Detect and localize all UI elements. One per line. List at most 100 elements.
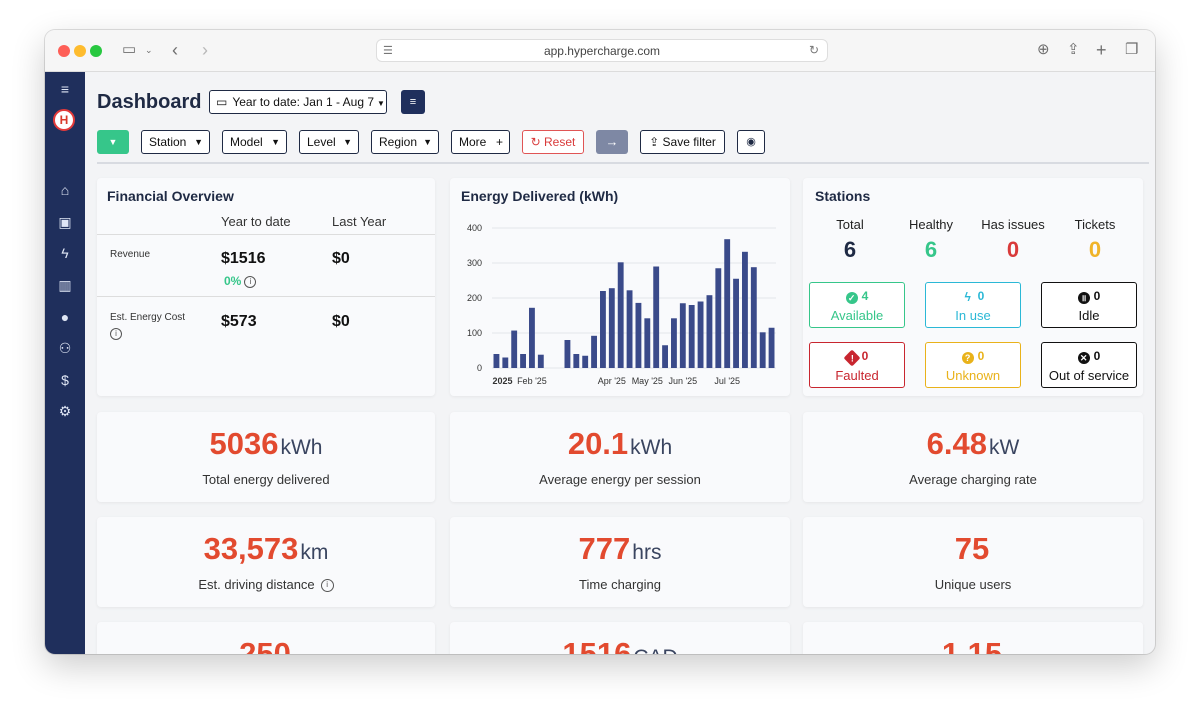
view-toggle-button[interactable]: ◉ [737,130,765,154]
model-filter[interactable]: Model ▼ [222,130,287,154]
chevron-down-icon: ▼ [194,137,203,147]
region-filter-label: Region [379,135,418,149]
stations-card: Stations Total Healthy Has issues Ticket… [803,178,1143,396]
status-out-of-service[interactable]: ✕ 0 Out of service [1041,342,1137,388]
upload-icon: ⇪ [649,135,660,149]
home-icon[interactable]: ⌂ [60,182,70,198]
kpi-card-row3-3: 1.15 [803,622,1143,654]
more-filters-label: More [459,135,487,149]
warning-icon: ! [843,349,861,367]
y-tick-label: 300 [467,258,482,268]
station-filter[interactable]: Station ▼ [141,130,210,154]
kpi-card-time-charging: 777hrs Time charging [450,517,790,607]
kpi-card-avg-rate: 6.48kW Average charging rate [803,412,1143,502]
info-icon[interactable]: i [320,579,334,593]
kpi-unit: kWh [630,436,673,459]
x-tick-label: May '25 [632,376,663,386]
bar [706,295,713,368]
address-bar[interactable]: ☰ app.hypercharge.com ↻ [376,39,828,62]
filter-toggle-button[interactable]: ≡ [401,90,425,114]
url-text: app.hypercharge.com [543,44,661,58]
kpi-label: Total energy delivered [202,472,330,487]
model-filter-label: Model [230,135,263,149]
new-tab-icon[interactable]: + [1096,40,1107,60]
chevron-down-icon[interactable]: ⌄ [145,45,153,55]
fuel-pump-icon[interactable]: ▣ [58,214,72,230]
maximize-window-button[interactable] [90,45,102,57]
minimize-window-button[interactable] [74,45,86,57]
back-icon[interactable]: ‹ [172,40,178,60]
reset-button[interactable]: ↻ Reset [522,130,584,154]
energy-chart-card: Energy Delivered (kWh) 0 100 200 300 400 2025… [450,178,790,396]
x-tick-label: Jul '25 [714,376,740,386]
main-content: Dashboard ▭ Year to date: Jan 1 - Aug 7 ▼ … [85,72,1155,654]
tabs-overview-icon[interactable]: ❐ [1125,41,1139,58]
download-icon[interactable]: ⊕ [1037,41,1050,58]
info-icon[interactable]: i [110,328,122,340]
status-idle[interactable]: ॥ 0 Idle [1041,282,1137,328]
status-available[interactable]: ✓ 4 Available [809,282,905,328]
bar [582,355,589,368]
close-window-button[interactable] [58,45,70,57]
page-settings-icon[interactable]: ☰ [383,45,393,57]
info-icon[interactable]: i [244,275,257,288]
users-icon[interactable]: ⚇ [58,340,72,356]
status-faulted[interactable]: ! 0 Faulted [809,342,905,388]
logo[interactable]: H [53,109,75,131]
out-of-service-count: 0 [1093,349,1101,363]
save-filter-button[interactable]: ⇪ Save filter [640,130,725,154]
page-title: Dashboard [97,91,202,113]
tickets-count[interactable]: 0 [1088,237,1102,262]
revenue-last-year-value: $0 [332,250,350,267]
y-tick-label: 100 [467,328,482,338]
dollar-icon[interactable]: $ [61,372,69,388]
lightning-icon[interactable]: ϟ [61,245,69,261]
toolbar-divider [97,162,1149,164]
bar [653,266,660,368]
share-icon[interactable]: ⇪ [1067,41,1080,58]
bar [715,268,722,368]
faulted-count: 0 [861,349,869,363]
level-filter[interactable]: Level ▼ [299,130,359,154]
kpi-unit: kW [989,436,1020,459]
tickets-label: Tickets [1074,217,1116,232]
menu-icon[interactable]: ≡ [60,81,70,97]
x-tick-label: 2025 [492,376,512,386]
bar [537,354,544,368]
y-tick-label: 400 [467,223,482,233]
forward-icon[interactable]: › [202,40,208,60]
kpi-card-unique-users: 75 Unique users [803,517,1143,607]
date-range-label: Year to date: Jan 1 - Aug 7 [232,95,375,109]
chat-icon[interactable]: ● [60,309,70,325]
sidebar-toggle-icon[interactable]: ▭ [122,41,137,58]
bar-chart-icon[interactable]: ▥ [58,277,72,293]
healthy-count[interactable]: 6 [924,237,938,262]
region-filter[interactable]: Region ▼ [371,130,439,154]
reload-icon[interactable]: ↻ [808,43,819,57]
gear-icon[interactable]: ⚙ [58,403,72,419]
kpi-label: Average charging rate [909,472,1037,487]
total-count[interactable]: 6 [843,237,857,262]
more-filters-button[interactable]: More + [451,130,510,154]
kpi-value: 33,573 [203,531,299,566]
has-issues-count[interactable]: 0 [1006,237,1020,262]
bar [564,340,571,368]
kpi-unit: hrs [632,541,662,564]
filter-icon: ≡ [409,96,417,108]
kpi-value: 1.15 [941,636,1003,654]
energy-cost-label: Est. Energy Cost [110,312,186,323]
save-filter-label: Save filter [662,135,716,149]
primary-dropdown-button[interactable]: ▼ [97,130,129,154]
station-filter-label: Station [149,135,187,149]
kpi-card-total-energy: 5036kWh Total energy delivered [97,412,435,502]
apply-button[interactable]: → [596,130,628,154]
status-unknown[interactable]: ? 0 Unknown [925,342,1021,388]
plus-icon: + [495,135,503,149]
x-tick-label: Apr '25 [598,376,626,386]
bar [635,302,642,368]
browser-toolbar: ▭ ⌄ ‹ › ☰ app.hypercharge.com ↻ ⊕ ⇪ + ❐ [45,30,1155,72]
kpi-value: 777 [578,531,631,566]
unknown-count: 0 [977,349,985,363]
date-range-picker[interactable]: ▭ Year to date: Jan 1 - Aug 7 ▼ [209,90,387,114]
